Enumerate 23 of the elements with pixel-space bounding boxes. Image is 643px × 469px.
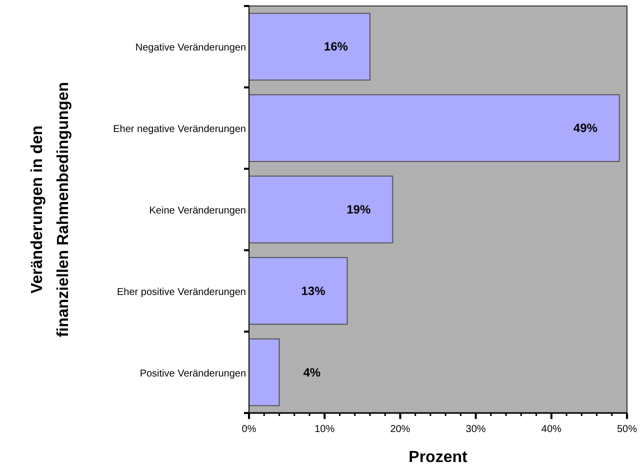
- data-label: 4%: [303, 365, 321, 380]
- bar: [248, 12, 370, 81]
- x-tick-label: 20%: [390, 424, 410, 435]
- x-axis-title: Prozent: [408, 449, 468, 466]
- data-label: 49%: [573, 121, 598, 136]
- data-label: 16%: [324, 40, 348, 54]
- data-label: 19%: [346, 202, 371, 216]
- bar: [248, 257, 348, 325]
- y-axis-title: Veränderungen in den finanziellen Rahmenbedingungen: [29, 82, 72, 338]
- bar: [248, 176, 394, 244]
- bar: [248, 94, 620, 162]
- x-tick-label: 0%: [242, 424, 256, 435]
- y-tick-label: Positive Veränderungen: [140, 368, 246, 380]
- x-tick-label: 10%: [314, 424, 335, 435]
- x-tick-label: 40%: [541, 424, 562, 435]
- x-tick-label: 50%: [616, 424, 638, 435]
- bar: [248, 338, 280, 406]
- data-label: 13%: [301, 284, 326, 298]
- y-tick-label: Negative Veränderungen: [135, 42, 246, 54]
- y-tick-label: Keine Veränderungen: [149, 206, 246, 216]
- y-tick-label: Eher positive Veränderungen: [117, 286, 246, 298]
- x-tick-label: 30%: [466, 424, 486, 435]
- y-tick-label: Eher negative Veränderungen: [113, 124, 246, 136]
